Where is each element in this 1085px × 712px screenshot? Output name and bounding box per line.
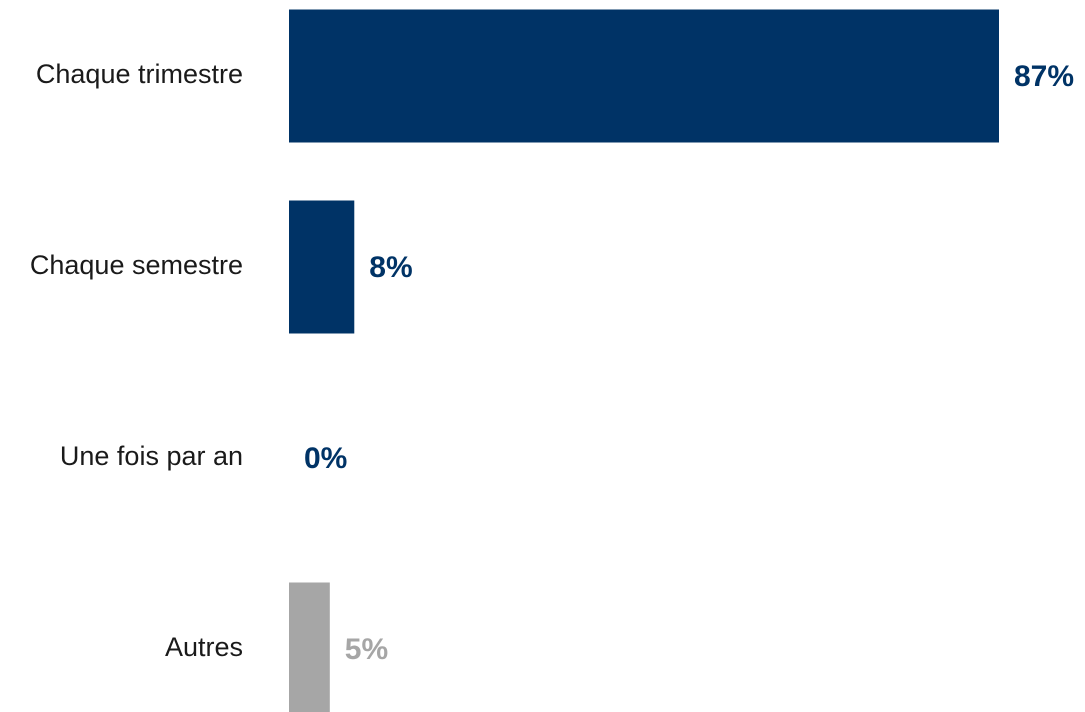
value-labels-group: 87% 8% 0% 5%: [304, 60, 1074, 666]
value-label-0: 87%: [1014, 60, 1074, 93]
category-label-3: Autres: [165, 632, 243, 662]
value-label-3: 5%: [345, 633, 388, 666]
category-label-0: Chaque trimestre: [36, 59, 243, 89]
category-label-1: Chaque semestre: [30, 250, 243, 280]
bar-3: [289, 582, 330, 712]
bars-group: [289, 9, 999, 712]
value-label-1: 8%: [369, 251, 412, 284]
category-labels-group: Chaque trimestre Chaque semestre Une fois …: [30, 59, 243, 662]
category-label-2: Une fois par an: [60, 441, 243, 471]
bar-0: [289, 9, 999, 143]
value-label-2: 0%: [304, 442, 347, 475]
bar-1: [289, 200, 355, 334]
